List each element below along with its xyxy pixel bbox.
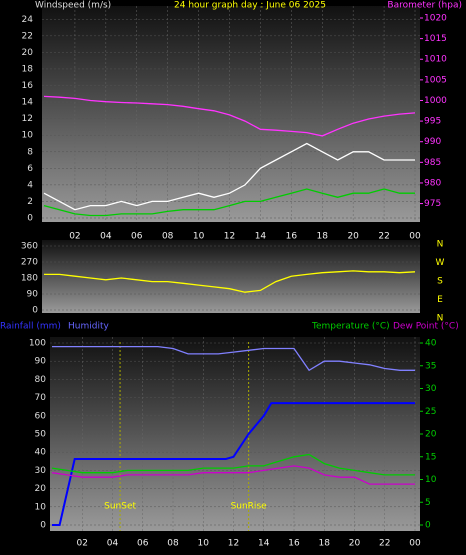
y2-tick-label: 1015 — [424, 34, 447, 44]
y-tick-label: 30 — [35, 466, 47, 476]
y-tick-label: 100 — [29, 339, 46, 349]
y2-tick-label: 20 — [425, 430, 437, 440]
direction-label: N — [437, 240, 444, 250]
y-tick-label: 16 — [22, 81, 34, 91]
x-tick-label: 06 — [131, 232, 143, 242]
y2-tick-label: 975 — [424, 199, 441, 209]
y-tick-label: 0 — [32, 306, 38, 316]
x-tick-label: 02 — [69, 232, 80, 242]
y-tick-label: 14 — [22, 98, 34, 108]
x-tick-label: 10 — [193, 232, 205, 242]
annotation: SunRise — [231, 502, 268, 512]
y-tick-label: 20 — [22, 48, 34, 58]
y2-tick-label: 990 — [424, 137, 441, 147]
plot-area — [42, 240, 420, 313]
x-tick-label: 08 — [162, 232, 174, 242]
series-line — [43, 188, 415, 217]
y-tick-label: 10 — [35, 502, 47, 512]
y-tick-label: 10 — [22, 131, 34, 141]
y-tick-label: 360 — [21, 242, 38, 252]
y2-tick-label: 1000 — [424, 96, 447, 106]
plot-area — [42, 6, 420, 222]
x-tick-label: 22 — [379, 539, 390, 549]
y-tick-label: 18 — [22, 64, 34, 74]
y2-tick-label: 980 — [424, 178, 441, 188]
legend-label: Humidity — [68, 322, 109, 332]
y2-tick-label: 30 — [425, 384, 437, 394]
direction-label: S — [437, 277, 443, 287]
x-tick-label: 04 — [100, 232, 112, 242]
legend-label: Rainfall (mm) — [0, 322, 61, 332]
direction-label: N — [437, 314, 444, 324]
y-tick-label: 40 — [35, 448, 47, 458]
x-tick-label: 00 — [409, 232, 421, 242]
y-tick-label: 90 — [35, 357, 47, 367]
series-line — [52, 402, 415, 526]
x-tick-label: 06 — [137, 539, 149, 549]
x-tick-label: 08 — [167, 539, 179, 549]
chart-title: 24 hour graph day : June 06 2025 — [174, 1, 326, 11]
y-tick-label: 24 — [22, 15, 34, 25]
y2-tick-label: 25 — [425, 407, 436, 417]
y-tick-label: 0 — [40, 521, 46, 531]
y-tick-label: 90 — [27, 290, 39, 300]
x-tick-label: 02 — [77, 539, 88, 549]
series-line — [51, 465, 415, 485]
y2-tick-label: 35 — [425, 361, 436, 371]
y-tick-label: 4 — [27, 180, 33, 190]
y-tick-label: 0 — [27, 214, 33, 224]
direction-label: W — [436, 258, 445, 268]
y2-tick-label: 1005 — [424, 75, 447, 85]
y-tick-label: 70 — [35, 393, 47, 403]
series-line — [44, 270, 416, 293]
y-axis-title: Windspeed (m/s) — [35, 1, 111, 11]
y2-tick-label: 1010 — [424, 55, 447, 65]
x-tick-label: 18 — [317, 232, 329, 242]
x-tick-label: 14 — [258, 539, 270, 549]
y2-tick-label: 5 — [425, 498, 431, 508]
x-tick-label: 04 — [107, 539, 119, 549]
y-tick-label: 6 — [27, 164, 33, 174]
y-tick-label: 12 — [22, 114, 33, 124]
x-tick-label: 16 — [286, 232, 298, 242]
y-tick-label: 80 — [35, 375, 47, 385]
y2-tick-label: 10 — [425, 475, 437, 485]
x-tick-label: 00 — [409, 539, 421, 549]
x-tick-label: 16 — [288, 539, 300, 549]
legend-label: Dew Point (°C) — [393, 322, 459, 332]
y2-axis-title: Barometer (hpa) — [387, 1, 462, 11]
y2-tick-label: 985 — [424, 158, 441, 168]
x-tick-label: 20 — [349, 539, 361, 549]
series-line — [43, 142, 415, 211]
y2-tick-label: 40 — [425, 339, 437, 349]
y2-tick-label: 0 — [425, 521, 431, 531]
legend-label: Temperature (°C) — [311, 322, 390, 332]
y-tick-label: 2 — [27, 197, 33, 207]
x-tick-label: 18 — [319, 539, 331, 549]
y2-tick-label: 15 — [425, 452, 436, 462]
direction-label: E — [437, 295, 443, 305]
x-tick-label: 14 — [255, 232, 267, 242]
y-tick-label: 180 — [21, 274, 38, 284]
x-tick-label: 10 — [198, 539, 210, 549]
y-tick-label: 20 — [35, 484, 47, 494]
x-tick-label: 20 — [347, 232, 359, 242]
y-tick-label: 8 — [27, 147, 33, 157]
annotation: SunSet — [104, 502, 136, 512]
series-line — [43, 95, 416, 137]
y-tick-label: 50 — [35, 430, 47, 440]
y-tick-label: 60 — [35, 411, 47, 421]
y2-tick-label: 1020 — [424, 14, 447, 24]
x-tick-label: 12 — [224, 232, 235, 242]
x-tick-label: 22 — [378, 232, 389, 242]
y2-tick-label: 995 — [424, 117, 441, 127]
x-tick-label: 12 — [228, 539, 239, 549]
series-line — [52, 345, 415, 372]
y-tick-label: 270 — [21, 258, 38, 268]
series-line — [51, 453, 415, 476]
y-tick-label: 22 — [22, 31, 33, 41]
